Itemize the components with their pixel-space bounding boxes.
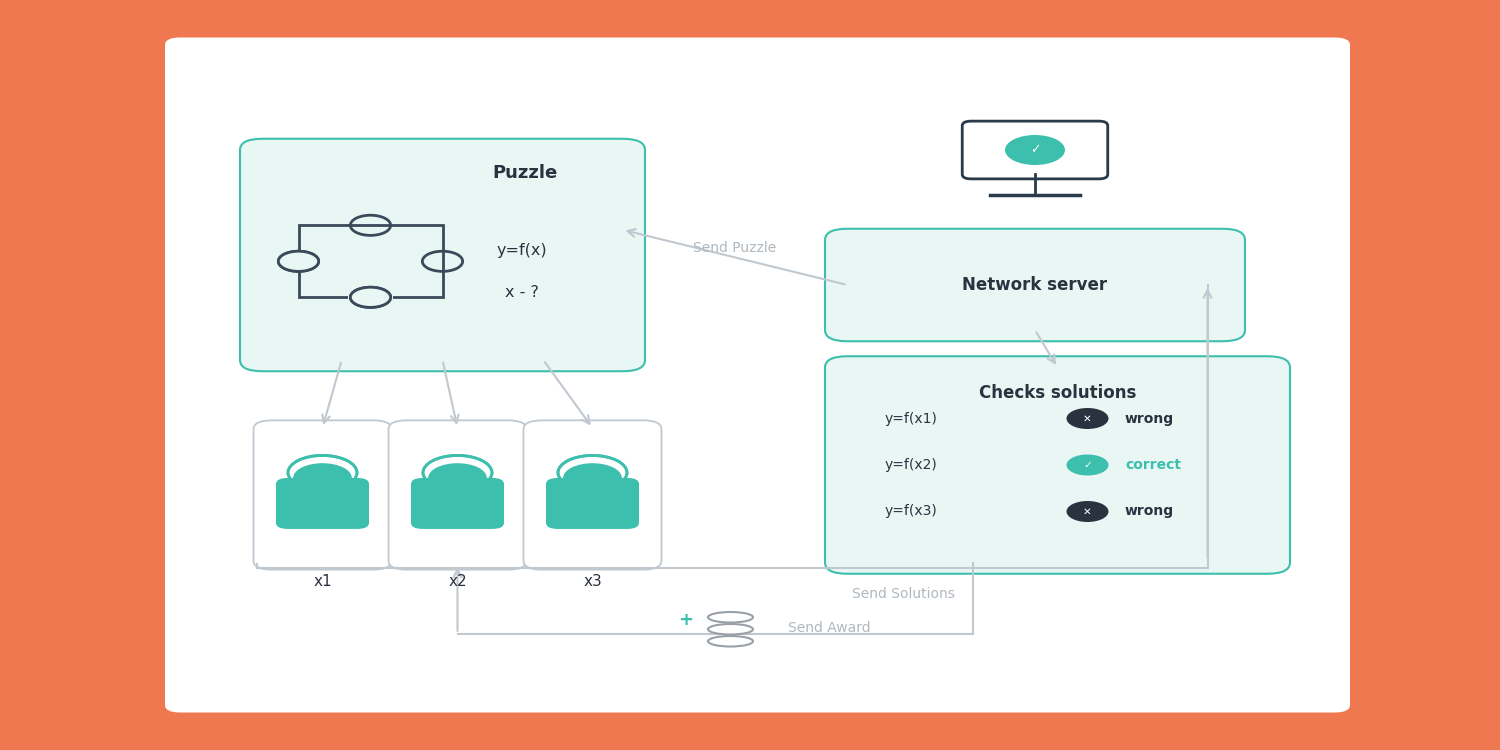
Text: Puzzle: Puzzle <box>492 164 558 182</box>
Circle shape <box>558 455 627 490</box>
FancyBboxPatch shape <box>276 478 369 529</box>
Text: ✓: ✓ <box>1083 460 1092 470</box>
FancyBboxPatch shape <box>348 286 393 308</box>
Text: y=f(x): y=f(x) <box>496 243 548 258</box>
Text: Network server: Network server <box>963 276 1107 294</box>
Text: ✓: ✓ <box>1029 143 1041 157</box>
Circle shape <box>351 287 390 308</box>
Circle shape <box>292 464 352 493</box>
FancyBboxPatch shape <box>825 229 1245 341</box>
Text: y=f(x3): y=f(x3) <box>885 505 938 518</box>
Circle shape <box>1066 454 1108 476</box>
Text: +: + <box>678 611 693 629</box>
Circle shape <box>288 455 357 490</box>
Text: Send Award: Send Award <box>788 621 870 634</box>
Ellipse shape <box>708 624 753 634</box>
FancyBboxPatch shape <box>524 420 662 570</box>
FancyBboxPatch shape <box>411 478 504 529</box>
Text: x2: x2 <box>448 574 466 589</box>
FancyBboxPatch shape <box>254 420 392 570</box>
FancyBboxPatch shape <box>240 139 645 371</box>
Text: Send Puzzle: Send Puzzle <box>693 241 777 255</box>
Text: wrong: wrong <box>1125 505 1174 518</box>
Circle shape <box>1005 135 1065 165</box>
Text: y=f(x1): y=f(x1) <box>885 412 938 425</box>
FancyBboxPatch shape <box>165 38 1350 712</box>
Text: x - ?: x - ? <box>506 285 538 300</box>
Circle shape <box>562 464 622 493</box>
Text: x1: x1 <box>314 574 332 589</box>
Text: ✕: ✕ <box>1083 506 1092 517</box>
FancyBboxPatch shape <box>546 478 639 529</box>
Text: y=f(x2): y=f(x2) <box>885 458 938 472</box>
Circle shape <box>279 251 318 272</box>
Text: x3: x3 <box>584 574 602 589</box>
Circle shape <box>427 464 488 493</box>
Circle shape <box>1066 408 1108 429</box>
FancyBboxPatch shape <box>962 121 1107 179</box>
FancyBboxPatch shape <box>825 356 1290 574</box>
Ellipse shape <box>708 636 753 646</box>
Text: Checks solutions: Checks solutions <box>980 384 1136 402</box>
FancyBboxPatch shape <box>388 420 526 570</box>
Text: ✕: ✕ <box>1083 413 1092 424</box>
Circle shape <box>351 287 390 308</box>
Circle shape <box>423 455 492 490</box>
Circle shape <box>279 251 318 272</box>
Ellipse shape <box>708 612 753 622</box>
Circle shape <box>1066 501 1108 522</box>
Text: Send Solutions: Send Solutions <box>852 586 954 601</box>
Text: wrong: wrong <box>1125 412 1174 425</box>
Text: correct: correct <box>1125 458 1180 472</box>
FancyBboxPatch shape <box>276 251 321 272</box>
